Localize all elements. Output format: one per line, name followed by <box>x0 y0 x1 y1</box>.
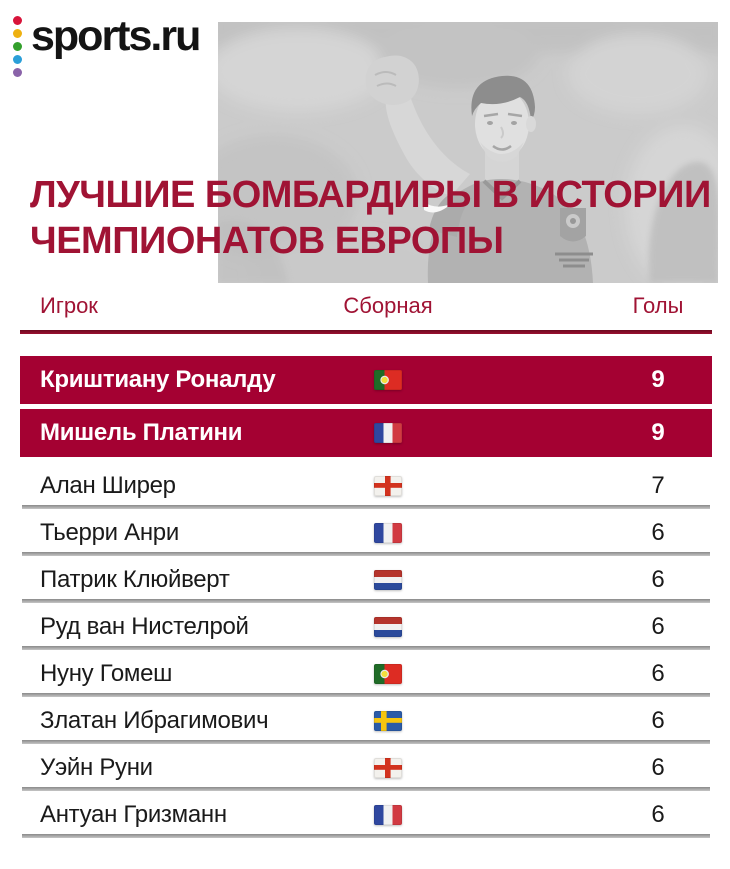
logo-dot <box>13 55 22 64</box>
player-name: Руд ван Нистелрой <box>40 612 249 640</box>
france-flag-icon <box>374 522 402 543</box>
logo-dot <box>13 42 22 51</box>
team-cell <box>328 804 448 825</box>
team-cell <box>328 710 448 731</box>
player-name: Уэйн Руни <box>40 753 153 781</box>
france-flag-icon <box>374 804 402 825</box>
header-team: Сборная <box>343 293 433 318</box>
team-cell <box>328 569 448 590</box>
player-name: Нуну Гомеш <box>40 659 173 687</box>
team-cell <box>328 663 448 684</box>
goals-value: 6 <box>651 518 665 546</box>
england-flag-icon <box>374 757 402 778</box>
player-name: Алан Ширер <box>40 471 176 499</box>
sports-ru-logo: sports.ru <box>13 10 201 77</box>
logo-dot <box>13 29 22 38</box>
page-title: ЛУЧШИЕ БОМБАРДИРЫ В ИСТОРИИ ЧЕМПИОНАТОВ … <box>30 172 711 264</box>
scorers-table: Игрок Сборная Голы Криштиану Роналду 9 Миш… <box>20 293 712 838</box>
france-flag-icon <box>374 423 402 443</box>
hero-photo <box>218 22 718 283</box>
header-rule <box>20 330 712 334</box>
sweden-flag-icon <box>374 710 402 731</box>
netherlands-flag-icon <box>374 569 402 590</box>
logo-dots-icon <box>13 16 22 77</box>
table-row: Мишель Платини 9 <box>20 409 712 457</box>
logo-dot <box>13 16 22 25</box>
goals-value: 6 <box>651 800 665 828</box>
table-rows: Криштиану Роналду 9 Мишель Платини 9 Алан Ши… <box>20 356 712 838</box>
table-row: Руд ван Нистелрой 6 <box>20 603 712 650</box>
player-name: Криштиану Роналду <box>40 366 276 393</box>
table-row: Антуан Гризманн 6 <box>20 791 712 838</box>
player-name: Златан Ибрагимович <box>40 706 269 734</box>
goals-value: 6 <box>651 753 665 781</box>
table-row: Златан Ибрагимович 6 <box>20 697 712 744</box>
goals-value: 6 <box>651 706 665 734</box>
team-cell <box>328 616 448 637</box>
table-row: Криштиану Роналду 9 <box>20 356 712 404</box>
title-line-1: ЛУЧШИЕ БОМБАРДИРЫ В ИСТОРИИ <box>30 174 711 216</box>
player-name: Тьерри Анри <box>40 518 179 546</box>
england-flag-icon <box>374 475 402 496</box>
goals-value: 9 <box>651 419 665 446</box>
team-cell <box>328 423 448 443</box>
player-name: Патрик Клюйверт <box>40 565 230 593</box>
goals-value: 7 <box>651 471 665 499</box>
goals-value: 6 <box>651 612 665 640</box>
table-row: Патрик Клюйверт 6 <box>20 556 712 603</box>
team-cell <box>328 475 448 496</box>
goals-value: 9 <box>651 366 665 393</box>
table-row: Уэйн Руни 6 <box>20 744 712 791</box>
netherlands-flag-icon <box>374 616 402 637</box>
portugal-flag-icon <box>374 370 402 390</box>
goals-value: 6 <box>651 659 665 687</box>
title-line-2: ЧЕМПИОНАТОВ ЕВРОПЫ <box>30 220 504 262</box>
portugal-flag-icon <box>374 663 402 684</box>
table-row: Тьерри Анри 6 <box>20 509 712 556</box>
ronaldo-photo-illustration <box>218 22 718 283</box>
table-row: Алан Ширер 7 <box>20 462 712 509</box>
header-player: Игрок <box>40 293 98 318</box>
table-header: Игрок Сборная Голы <box>20 293 712 319</box>
player-name: Антуан Гризманн <box>40 800 227 828</box>
player-name: Мишель Платини <box>40 419 243 446</box>
goals-value: 6 <box>651 565 665 593</box>
logo-dot <box>13 68 22 77</box>
logo-text: sports.ru <box>31 12 201 60</box>
team-cell <box>328 757 448 778</box>
team-cell <box>328 522 448 543</box>
team-cell <box>328 370 448 390</box>
header-goals: Голы <box>632 293 684 318</box>
table-row: Нуну Гомеш 6 <box>20 650 712 697</box>
